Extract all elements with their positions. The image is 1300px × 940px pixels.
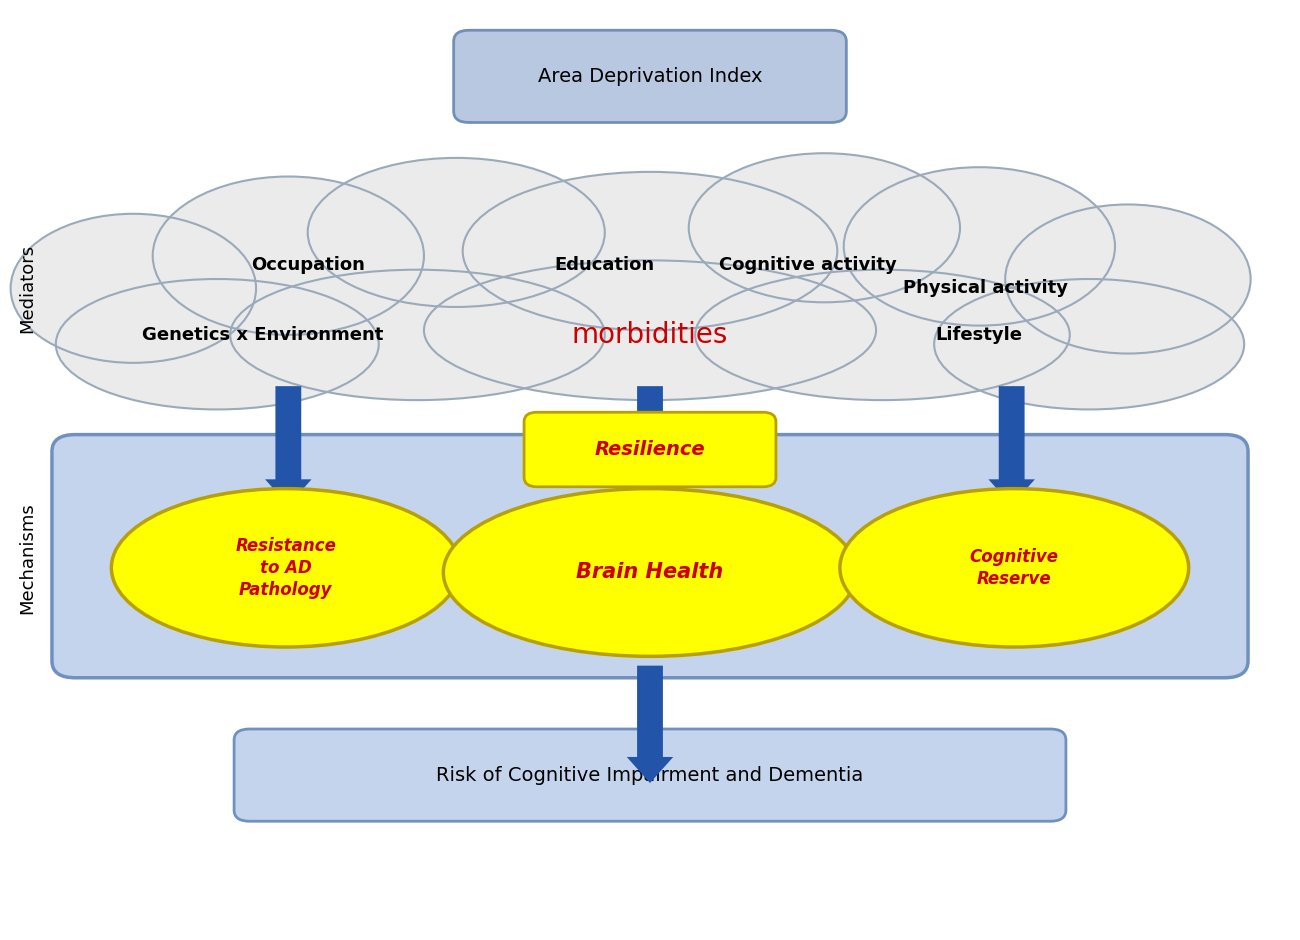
Text: Risk of Cognitive Impairment and Dementia: Risk of Cognitive Impairment and Dementi… — [437, 765, 863, 785]
Ellipse shape — [443, 489, 857, 656]
FancyArrow shape — [265, 386, 312, 506]
Ellipse shape — [689, 153, 959, 303]
Text: Genetics x Environment: Genetics x Environment — [142, 326, 384, 344]
Ellipse shape — [1005, 205, 1251, 353]
Text: Brain Health: Brain Health — [576, 562, 724, 583]
Text: Mediators: Mediators — [18, 243, 36, 333]
FancyArrow shape — [627, 666, 673, 783]
Ellipse shape — [844, 167, 1115, 325]
Text: Resistance
to AD
Pathology: Resistance to AD Pathology — [235, 537, 337, 599]
Text: Cognitive activity: Cognitive activity — [719, 256, 897, 274]
Text: Mechanisms: Mechanisms — [18, 503, 36, 615]
Text: Resilience: Resilience — [594, 440, 706, 459]
FancyArrow shape — [627, 386, 673, 506]
Ellipse shape — [56, 279, 378, 410]
Ellipse shape — [230, 270, 604, 400]
Text: Area Deprivation Index: Area Deprivation Index — [538, 67, 762, 86]
FancyBboxPatch shape — [524, 413, 776, 487]
Ellipse shape — [463, 172, 837, 330]
FancyBboxPatch shape — [234, 729, 1066, 822]
Text: Lifestyle: Lifestyle — [936, 326, 1023, 344]
Text: Physical activity: Physical activity — [903, 279, 1069, 297]
Text: Cognitive
Reserve: Cognitive Reserve — [970, 548, 1058, 588]
Text: Occupation: Occupation — [251, 256, 364, 274]
FancyArrow shape — [988, 386, 1035, 506]
Ellipse shape — [424, 260, 876, 400]
Ellipse shape — [935, 279, 1244, 410]
FancyBboxPatch shape — [454, 30, 846, 122]
Ellipse shape — [10, 213, 256, 363]
Text: morbidities: morbidities — [572, 321, 728, 349]
Ellipse shape — [308, 158, 604, 307]
Ellipse shape — [696, 270, 1070, 400]
Ellipse shape — [112, 489, 460, 647]
Ellipse shape — [840, 489, 1188, 647]
Ellipse shape — [152, 177, 424, 335]
FancyBboxPatch shape — [52, 434, 1248, 678]
Text: Education: Education — [555, 256, 655, 274]
